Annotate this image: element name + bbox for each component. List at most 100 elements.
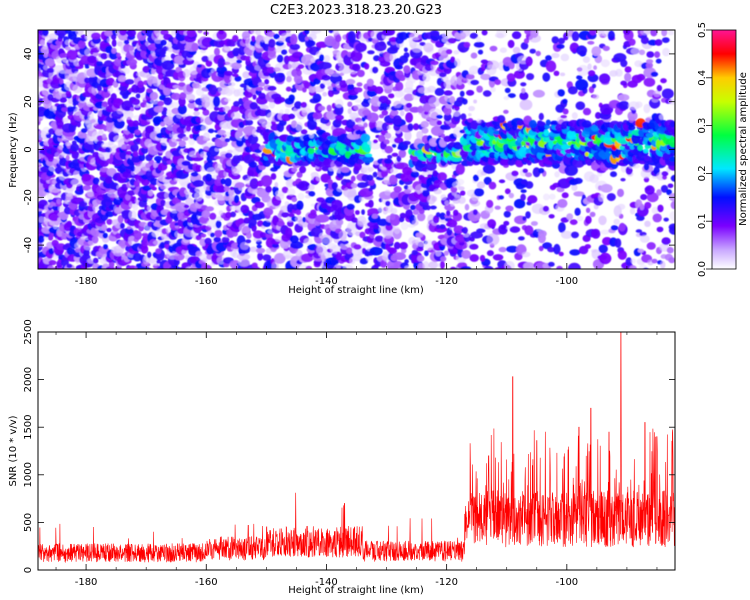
heatmap-cell-1711 (224, 98, 231, 102)
heatmap-cell-4133 (628, 38, 636, 46)
heatmap-cell-2860 (390, 167, 399, 174)
colorbar-label: Normalized spectral amplitude (738, 72, 749, 226)
heatmap-cell-2862 (391, 152, 399, 157)
heatmap-cell-1424 (185, 197, 194, 206)
heatmap-cell-2648 (357, 215, 367, 226)
heatmap-cell-467 (79, 185, 84, 193)
heatmap-cell-1971 (256, 96, 268, 105)
heatmap-cell-1705 (224, 152, 233, 159)
heatmap-cell-3988 (600, 183, 613, 193)
heatmap-cell-3884 (575, 79, 589, 91)
heatmap-cell-4324 (670, 201, 675, 210)
heatmap-cell-1025 (142, 230, 147, 234)
heatmap-cell-4228 (646, 51, 655, 58)
heatmap-cell-3765 (556, 265, 563, 269)
heatmap-y-tick-label-2: 0 (23, 146, 34, 152)
heatmap-cell-1866 (245, 119, 254, 126)
snr-y-tick-label-4: 2000 (23, 367, 34, 392)
heatmap-cell-2624 (354, 152, 360, 159)
heatmap-cell-4049 (617, 188, 624, 198)
heatmap-cell-664 (103, 244, 108, 250)
heatmap-cell-881 (125, 150, 132, 156)
colorbar: 0.0 0.1 0.2 0.3 0.4 0.5 Normalized spectral a… (697, 22, 749, 277)
heatmap-cell-3478 (487, 60, 500, 70)
heatmap-cell-3443 (482, 164, 496, 174)
heatmap-cell-1210 (160, 121, 166, 127)
heatmap-cell-3538 (503, 96, 510, 101)
heatmap-cell-915 (126, 190, 136, 196)
heatmap-cell-4318 (661, 88, 674, 99)
heatmap-cell-2720 (367, 167, 374, 172)
heatmap-cell-4208 (646, 242, 656, 250)
heatmap-cell-3604 (521, 251, 531, 258)
heatmap-cell-3547 (508, 192, 514, 199)
heatmap-cell-2740 (371, 213, 378, 219)
heatmap-cell-2884 (393, 186, 402, 193)
heatmap-cell-1471 (190, 172, 199, 177)
heatmap-cell-3723 (544, 124, 551, 130)
heatmap-cell-2940 (402, 166, 413, 176)
heatmap-cell-514 (81, 173, 92, 182)
heatmap-cell-3162 (439, 260, 445, 269)
heatmap-cell-2479 (330, 71, 341, 77)
heatmap-cell-3082 (426, 205, 431, 211)
heatmap-cell-4191 (644, 155, 651, 162)
heatmap-cell-2133 (281, 49, 288, 55)
heatmap-cell-2900 (395, 81, 404, 92)
heatmap-cell-299 (62, 117, 69, 123)
heatmap-cell-1385 (181, 249, 190, 256)
heatmap-cell-3289 (454, 58, 461, 67)
heatmap-cell-1877 (244, 55, 252, 62)
heatmap-cell-3099 (427, 85, 437, 93)
heatmap-cell-2562 (344, 179, 351, 183)
heatmap-cell-3434 (480, 59, 488, 64)
heatmap-cell-2669 (356, 69, 365, 78)
heatmap-cell-1755 (232, 251, 239, 259)
snr-y-ticks: 0 500 1000 1500 2000 2500 (23, 319, 675, 573)
heatmap-cell-1166 (154, 155, 163, 162)
heatmap-cell-1361 (178, 140, 186, 147)
heatmap-y-axis-label: Frequency (Hz) (8, 112, 19, 188)
heatmap-cell-1892 (249, 178, 259, 190)
heatmap-cell-2856 (390, 207, 398, 215)
heatmap-cell-3653 (524, 30, 532, 35)
heatmap-cell-2912 (400, 222, 409, 231)
heatmap-cell-4231 (652, 213, 662, 223)
heatmap-cell-823 (118, 239, 128, 247)
heatmap-cell-842 (120, 116, 126, 122)
heatmap-cell-1648 (214, 47, 220, 56)
heatmap-cell-1333 (171, 92, 181, 101)
heatmap-cell-867 (126, 226, 132, 230)
heatmap-cell-2936 (403, 185, 409, 190)
heatmap-cell-896 (123, 67, 130, 75)
heatmap-cell-1126 (153, 126, 161, 134)
heatmap-cell-2736 (369, 246, 383, 256)
heatmap-cell-2260 (303, 238, 313, 245)
heatmap-cell-3637 (525, 172, 533, 178)
heatmap-cell-3520 (496, 30, 508, 39)
heatmap-cell-4206 (640, 30, 651, 36)
heatmap-cell-667 (101, 224, 108, 232)
heatmap-cell-1701 (224, 178, 232, 187)
colorbar-tick-label-1: 0.1 (697, 213, 708, 229)
colorbar-tick-label-3: 0.3 (697, 118, 708, 134)
heatmap-cell-1631 (214, 163, 222, 171)
heatmap-cell-3963 (598, 215, 607, 226)
heatmap-cell-4202 (643, 103, 651, 114)
heatmap-cell-4007 (600, 59, 610, 68)
heatmap-cell-4259 (656, 189, 662, 196)
heatmap-cell-2872 (389, 52, 397, 62)
heatmap-cell-1739 (227, 149, 234, 154)
heatmap-cell-2637 (352, 63, 361, 72)
heatmap-cell-3305 (455, 163, 465, 175)
heatmap-cell-3283 (454, 105, 460, 112)
heatmap-cell-4162 (639, 203, 645, 211)
heatmap-cell-3829 (569, 249, 581, 256)
heatmap-cell-4070 (620, 178, 626, 182)
heatmap-cell-4326 (670, 174, 675, 182)
heatmap-cell-2695 (363, 122, 368, 128)
heatmap-cell-373 (70, 225, 75, 231)
heatmap-cell-2589 (351, 183, 358, 189)
heatmap-cell-1797 (238, 218, 245, 224)
heatmap-cell-2572 (347, 108, 352, 115)
